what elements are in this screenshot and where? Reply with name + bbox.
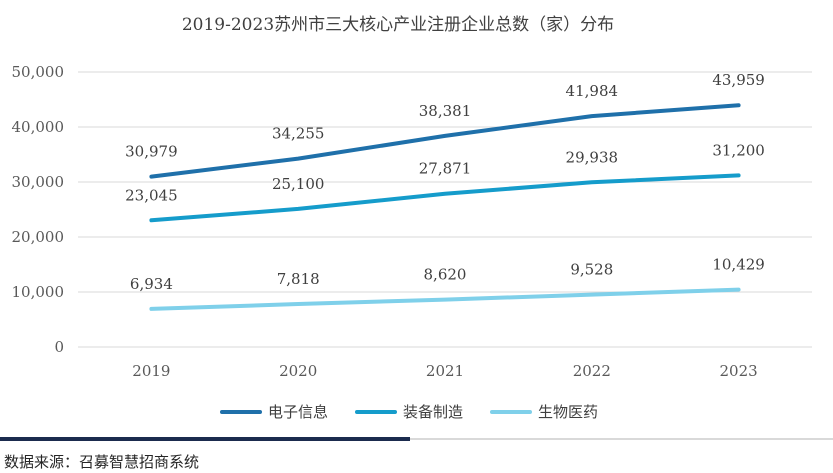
x-tick-label: 2023 — [720, 362, 758, 380]
data-label: 29,938 — [566, 148, 619, 166]
legend-label: 生物医药 — [538, 403, 598, 421]
data-label: 9,528 — [570, 261, 613, 279]
data-labels: 30,979 34,255 38,381 41,984 43,959 23,045 25,1… — [125, 71, 765, 293]
legend: 电子信息 装备制造 生物医药 — [220, 403, 598, 421]
source-note: 数据来源：召募智慧招商系统 — [4, 453, 199, 471]
series-line-3 — [149, 287, 741, 311]
x-tick-label: 2022 — [573, 362, 611, 380]
y-tick-label: 20,000 — [12, 228, 65, 246]
y-tick-label: 0 — [54, 338, 64, 356]
y-tick-label: 30,000 — [12, 173, 65, 191]
legend-label: 装备制造 — [403, 403, 463, 421]
legend-label: 电子信息 — [268, 403, 328, 421]
gridlines — [78, 71, 812, 348]
data-label: 43,959 — [712, 71, 765, 89]
data-label: 8,620 — [424, 266, 467, 284]
x-tick-label: 2021 — [426, 362, 464, 380]
data-label: 7,818 — [277, 270, 320, 288]
y-axis: 0 10,000 20,000 30,000 40,000 50,000 — [12, 63, 65, 356]
data-label: 41,984 — [566, 82, 619, 100]
y-tick-label: 50,000 — [12, 63, 65, 81]
data-label: 34,255 — [272, 125, 325, 143]
data-label: 6,934 — [130, 275, 173, 293]
x-tick-label: 2019 — [132, 362, 170, 380]
x-axis: 2019 2020 2021 2022 2023 — [132, 362, 757, 380]
footer-rule-light — [410, 438, 833, 440]
x-tick-label: 2020 — [279, 362, 317, 380]
footer: 数据来源：召募智慧招商系统 — [0, 437, 833, 471]
data-label: 23,045 — [125, 186, 178, 204]
data-label: 38,381 — [419, 102, 472, 120]
data-label: 25,100 — [272, 175, 325, 193]
data-label: 10,429 — [712, 256, 765, 274]
series-line-2 — [149, 173, 741, 223]
series-lines — [149, 103, 741, 311]
y-tick-label: 40,000 — [12, 118, 65, 136]
footer-rule-dark — [0, 437, 410, 441]
data-label: 27,871 — [419, 160, 472, 178]
y-tick-label: 10,000 — [12, 283, 65, 301]
data-label: 30,979 — [125, 143, 178, 161]
chart-title: 2019-2023苏州市三大核心产业注册企业总数（家）分布 — [182, 15, 614, 35]
data-label: 31,200 — [712, 141, 765, 159]
series-line-1 — [149, 103, 741, 179]
